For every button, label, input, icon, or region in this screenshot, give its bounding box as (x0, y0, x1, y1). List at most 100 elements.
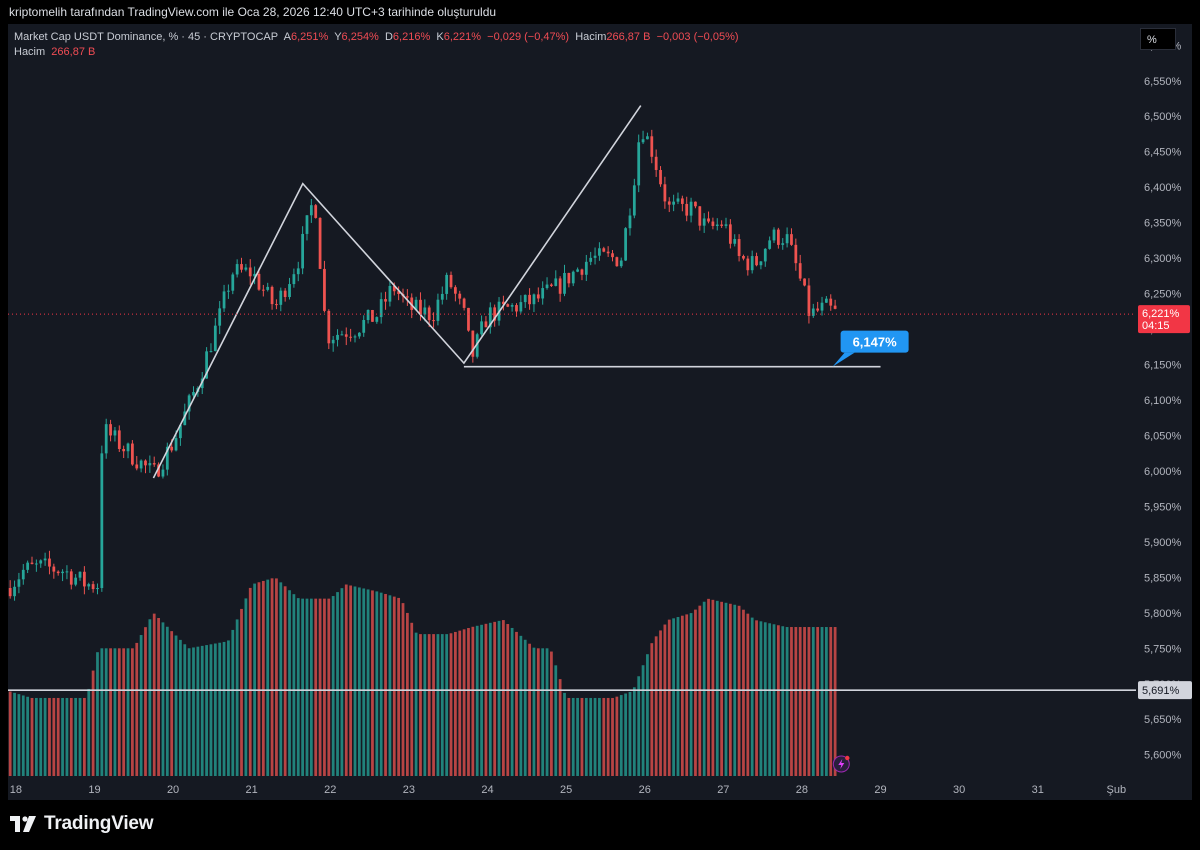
volume-bar (427, 634, 431, 776)
candle-body (344, 334, 348, 337)
volume-bar (506, 624, 510, 776)
candle-body (694, 201, 697, 207)
volume-bar (257, 582, 261, 776)
candle-body (100, 453, 104, 589)
volume-bar (349, 585, 353, 776)
candle-body (139, 460, 143, 469)
candle-body (510, 305, 514, 307)
price-tick-label: 5,650% (1144, 714, 1182, 726)
percent-scale-button[interactable]: % (1140, 28, 1176, 50)
notification-dot (845, 755, 850, 761)
price-tick-label: 5,600% (1144, 750, 1182, 762)
volume-bar (781, 626, 785, 776)
candle-body (750, 256, 754, 271)
volume-bar (475, 625, 479, 776)
volume-bar (336, 592, 339, 776)
candle-body (728, 224, 732, 244)
volume-bar (21, 695, 25, 776)
legend-open-value: 6,251% (290, 31, 329, 43)
candle-body (593, 255, 597, 258)
time-tick-label: 26 (639, 784, 651, 796)
candle-body (135, 464, 139, 469)
volume-bar (790, 627, 793, 776)
volume-bar (331, 596, 335, 776)
volume-bar (52, 697, 56, 776)
price-chart[interactable]: 6,600%6,550%6,500%6,450%6,400%6,350%6,30… (8, 24, 1192, 800)
volume-bar (309, 598, 313, 776)
candle-body (829, 298, 833, 306)
candle-body (484, 321, 488, 328)
volume-bar (772, 624, 776, 776)
candle-body (170, 446, 174, 451)
candle-body (69, 571, 73, 585)
candle-body (724, 224, 728, 226)
volume-bar (405, 612, 409, 776)
volume-bar (528, 643, 531, 776)
volume-bar (91, 670, 95, 776)
legend-volume-change: −0,003 (−0,05%) (656, 31, 739, 43)
tradingview-logo-text: TradingView (44, 813, 154, 834)
volume-bar (746, 613, 750, 776)
volume-bar (144, 627, 147, 776)
attribution-bar: kriptomelih tarafından TradingView.com i… (0, 0, 1200, 24)
volume-bar (680, 615, 684, 776)
volume-bar (763, 622, 767, 776)
volume-bar (641, 665, 645, 776)
candle-body (619, 260, 623, 267)
volume-bar (563, 692, 566, 776)
volume-bar (74, 697, 78, 776)
tradingview-logo[interactable]: TradingView (10, 813, 154, 835)
volume-bar (414, 632, 418, 776)
candle-body (117, 430, 121, 449)
candle-body (680, 198, 684, 204)
volume-bar (702, 601, 706, 776)
volume-bar (131, 648, 134, 776)
candle-body (449, 274, 453, 288)
volume-bar (371, 590, 374, 776)
volume-bar (550, 651, 553, 776)
legend-high-label: Y (334, 31, 342, 43)
current-price-tag (1138, 305, 1190, 334)
candle-body (707, 218, 710, 222)
candle-body (502, 301, 505, 305)
volume-bar (61, 697, 64, 776)
volume-bar (96, 652, 99, 776)
volume-bar (30, 697, 34, 776)
candle-body (759, 261, 763, 266)
volume-bar (104, 648, 108, 776)
volume-bar (122, 648, 126, 776)
price-tick-label: 6,350% (1144, 218, 1182, 230)
volume-bar (720, 601, 724, 776)
volume-bar (200, 645, 204, 776)
candle-body (288, 284, 291, 298)
volume-bar (227, 640, 230, 776)
volume-bar (261, 580, 265, 776)
volume-bar (344, 584, 348, 776)
candle-body (519, 302, 523, 312)
candle-body (611, 253, 614, 258)
volume-bar (209, 644, 213, 776)
volume-bar (694, 609, 697, 776)
candle-body (78, 571, 82, 578)
candle-body (43, 558, 47, 561)
volume-bar (8, 691, 12, 776)
chart-frame[interactable]: 6,600%6,550%6,500%6,450%6,400%6,350%6,30… (8, 24, 1192, 800)
candle-body (667, 201, 671, 205)
candle-body (231, 274, 235, 291)
price-axis (1136, 24, 1192, 800)
candle-body (480, 321, 483, 335)
volume-bar (292, 594, 296, 776)
volume-bar (541, 648, 545, 776)
candle-body (475, 334, 479, 357)
time-tick-label: 22 (324, 784, 336, 796)
candle-body (179, 425, 182, 439)
candle-body (379, 299, 383, 318)
candle-body (584, 261, 588, 275)
volume-bar (362, 588, 366, 776)
candle-body (275, 304, 278, 306)
candle-body (318, 217, 322, 269)
candle-body (388, 285, 392, 302)
candle-body (545, 284, 549, 289)
legend-close-value: 6,221% (443, 31, 482, 43)
volume-bar (65, 697, 69, 776)
